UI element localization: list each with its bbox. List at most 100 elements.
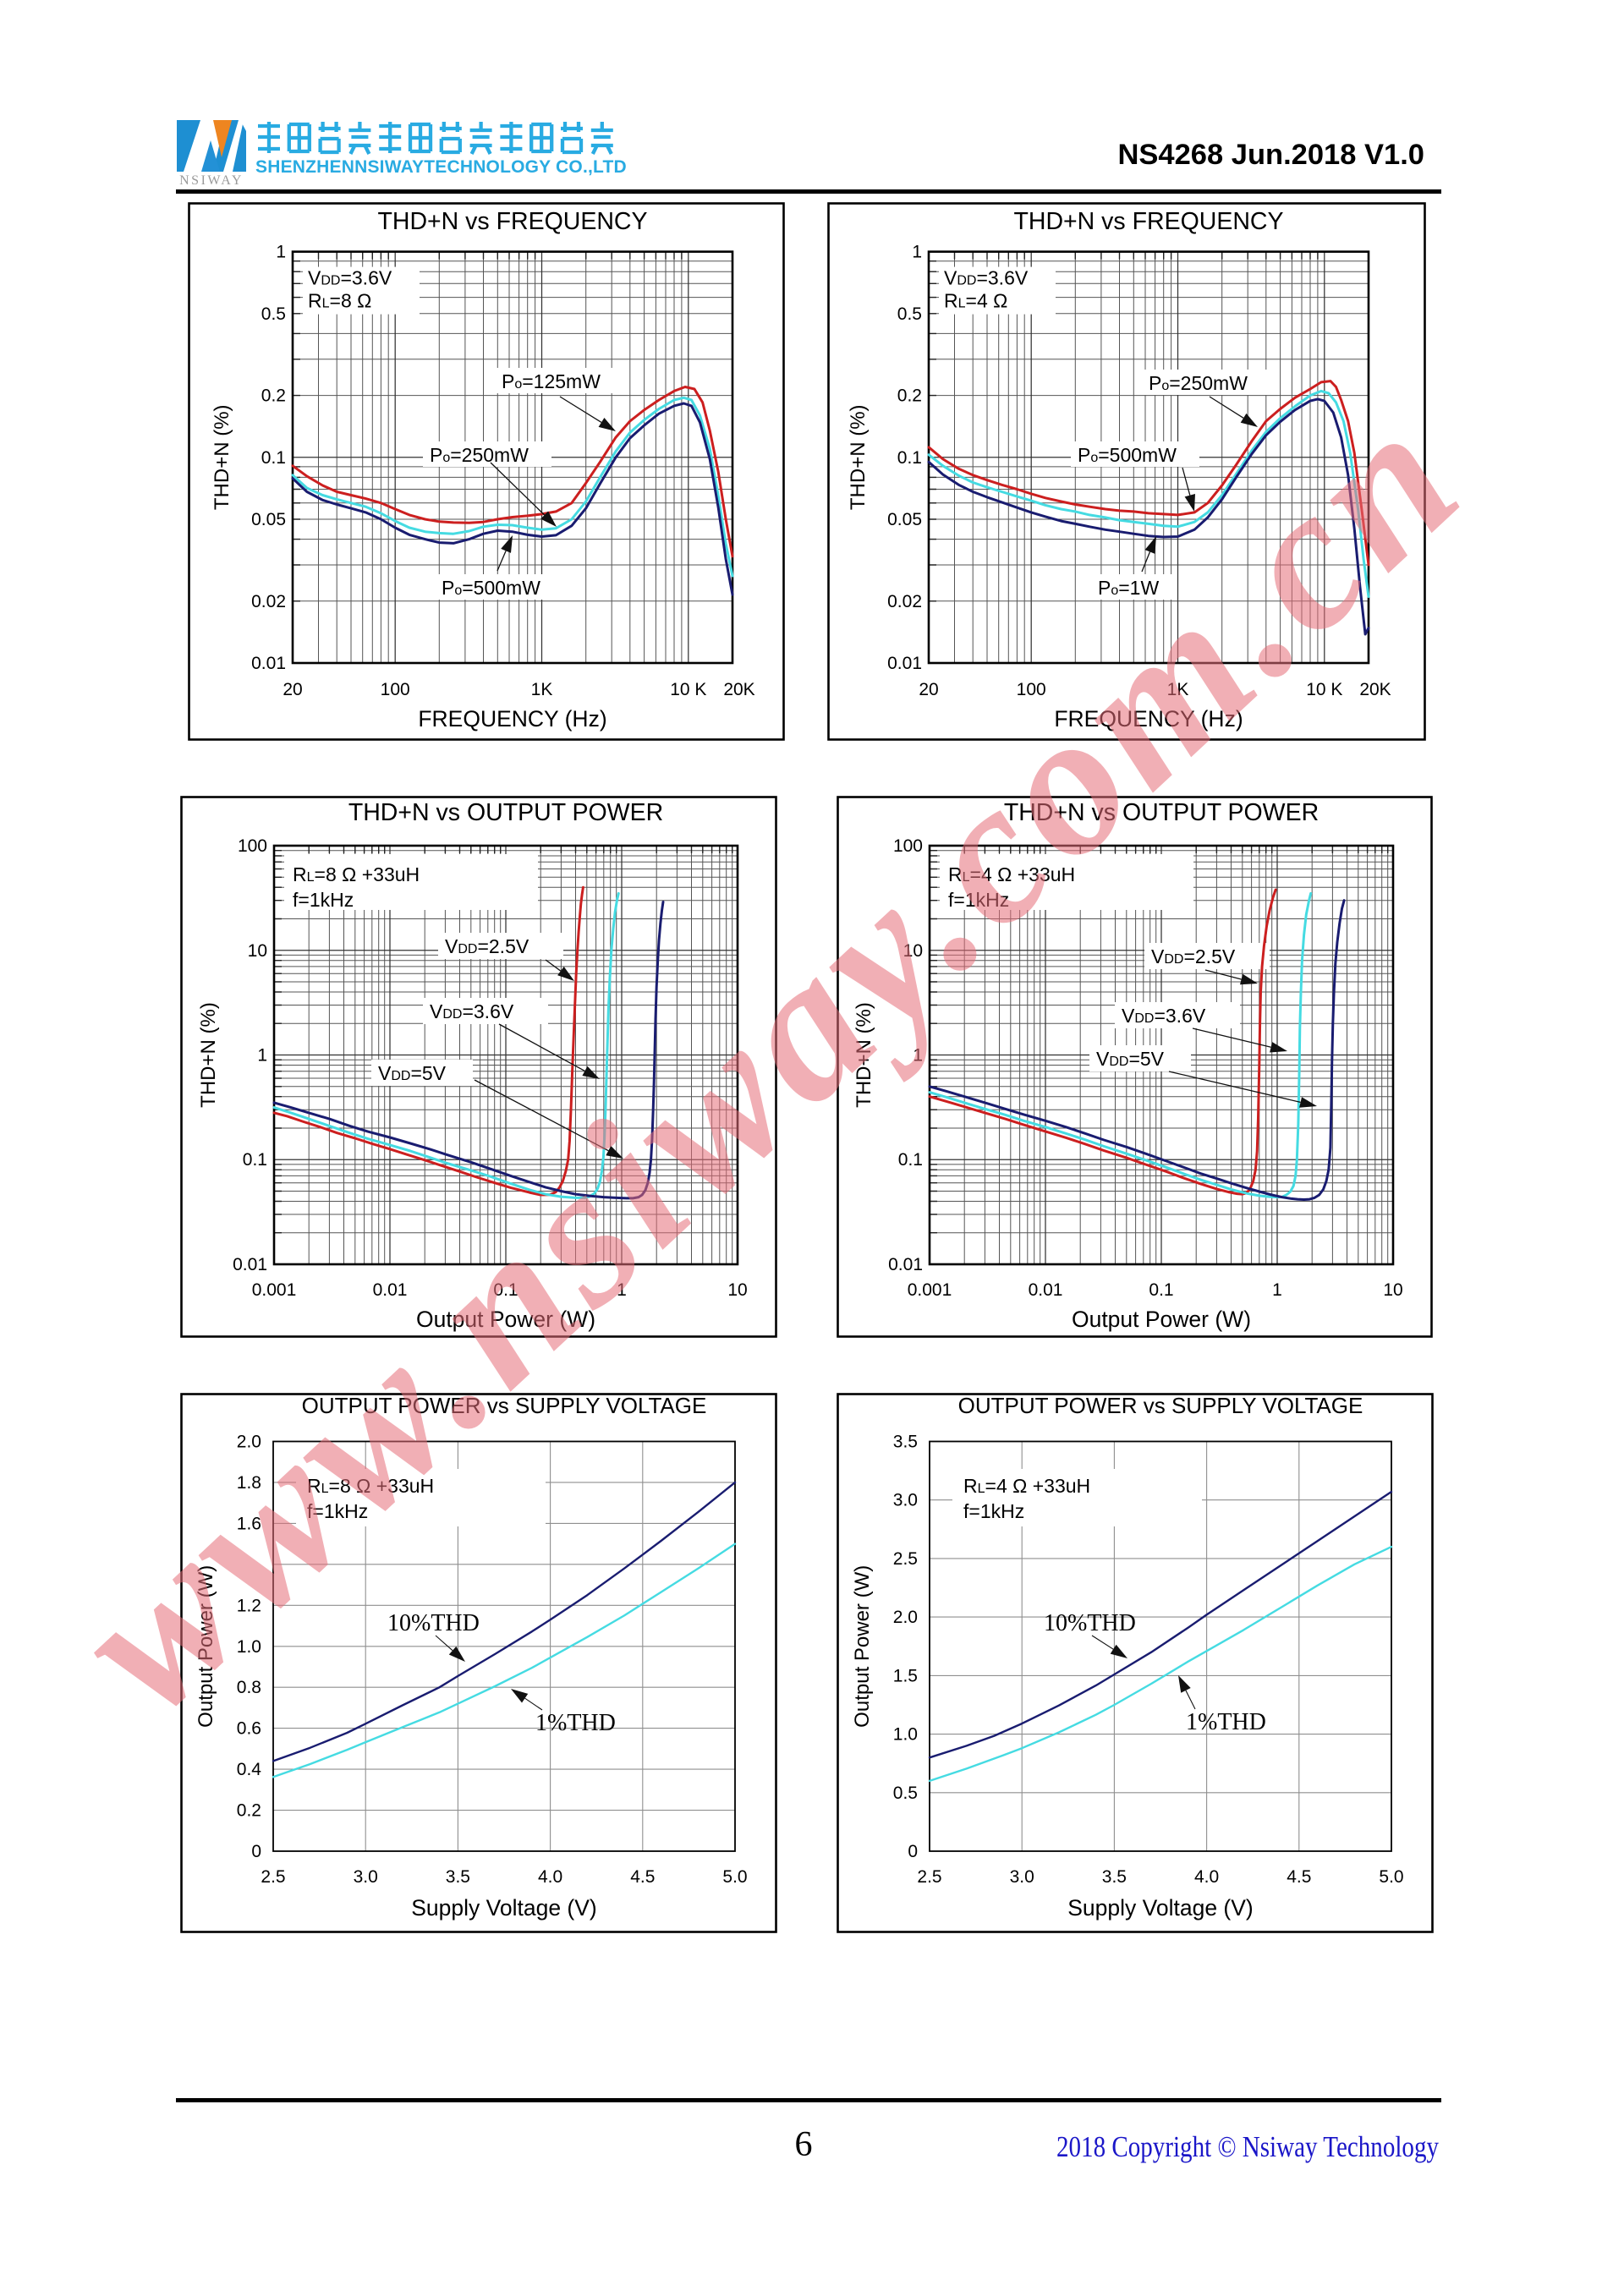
svg-text:1%THD: 1%THD: [1186, 1709, 1266, 1735]
svg-text:100: 100: [381, 680, 410, 699]
svg-text:THD+N (%): THD+N (%): [211, 404, 233, 510]
svg-text:0.02: 0.02: [887, 592, 922, 611]
svg-text:0.8: 0.8: [237, 1678, 261, 1697]
svg-text:THD+N (%): THD+N (%): [847, 404, 870, 510]
svg-text:0.1: 0.1: [898, 1150, 923, 1170]
svg-text:20: 20: [919, 680, 938, 699]
svg-text:1.2: 1.2: [237, 1596, 261, 1615]
svg-text:100: 100: [1017, 680, 1046, 699]
svg-text:0.01: 0.01: [888, 1255, 923, 1274]
svg-text:0.001: 0.001: [252, 1280, 297, 1300]
svg-text:THD+N vs OUTPUT POWER: THD+N vs OUTPUT POWER: [348, 799, 663, 826]
svg-text:THD+N vs FREQUENCY: THD+N vs FREQUENCY: [1013, 208, 1283, 235]
svg-text:f=1kHz: f=1kHz: [963, 1500, 1024, 1522]
svg-text:0.01: 0.01: [1029, 1280, 1063, 1300]
svg-text:0.01: 0.01: [233, 1255, 267, 1274]
svg-text:3.5: 3.5: [1102, 1867, 1127, 1887]
svg-text:f=1kHz: f=1kHz: [307, 1500, 368, 1522]
svg-text:0.5: 0.5: [261, 304, 286, 324]
svg-text:10: 10: [248, 941, 267, 961]
svg-text:THD+N vs OUTPUT POWER: THD+N vs OUTPUT POWER: [1004, 799, 1319, 826]
svg-text:0.2: 0.2: [261, 386, 286, 406]
svg-text:0.1: 0.1: [261, 448, 286, 468]
svg-text:1.5: 1.5: [893, 1666, 918, 1685]
svg-text:0.2: 0.2: [897, 386, 922, 406]
svg-text:VDD=5V: VDD=5V: [378, 1062, 447, 1084]
svg-text:1.8: 1.8: [237, 1473, 261, 1493]
svg-text:THD+N vs FREQUENCY: THD+N vs FREQUENCY: [377, 208, 647, 235]
svg-text:0.01: 0.01: [373, 1280, 408, 1300]
svg-text:0: 0: [251, 1842, 261, 1861]
svg-text:THD+N (%): THD+N (%): [197, 1002, 220, 1108]
svg-text:2.0: 2.0: [893, 1608, 918, 1627]
svg-text:VDD=5V: VDD=5V: [1096, 1048, 1165, 1070]
svg-text:VDD=3.6V: VDD=3.6V: [1122, 1005, 1206, 1027]
svg-text:1%THD: 1%THD: [535, 1710, 616, 1736]
svg-text:Supply Voltage (V): Supply Voltage (V): [411, 1895, 597, 1921]
svg-text:10%THD: 10%THD: [387, 1610, 480, 1636]
svg-text:RL=8 Ω +33uH: RL=8 Ω +33uH: [307, 1475, 434, 1497]
svg-text:0.5: 0.5: [897, 304, 922, 324]
svg-text:0.05: 0.05: [887, 510, 922, 529]
svg-text:0.01: 0.01: [251, 654, 286, 673]
svg-text:100: 100: [238, 836, 267, 856]
svg-text:1.0: 1.0: [893, 1725, 918, 1745]
svg-text:0.02: 0.02: [251, 592, 286, 611]
svg-text:100: 100: [893, 836, 923, 856]
svg-text:3.5: 3.5: [893, 1433, 918, 1452]
svg-text:Supply Voltage (V): Supply Voltage (V): [1067, 1895, 1254, 1921]
svg-text:4.5: 4.5: [1287, 1867, 1311, 1887]
svg-text:2.5: 2.5: [261, 1867, 285, 1887]
svg-text:10: 10: [727, 1280, 747, 1300]
svg-text:THD+N (%): THD+N (%): [853, 1002, 875, 1108]
svg-text:0.1: 0.1: [897, 448, 922, 468]
svg-text:f=1kHz: f=1kHz: [293, 889, 354, 911]
svg-text:VDD=3.6V: VDD=3.6V: [430, 1000, 514, 1022]
svg-text:1: 1: [257, 1046, 267, 1066]
svg-text:3.0: 3.0: [1010, 1867, 1034, 1887]
svg-text:OUTPUT POWER vs SUPPLY VOLTAGE: OUTPUT POWER vs SUPPLY VOLTAGE: [302, 1393, 707, 1418]
svg-text:VDD=3.6V: VDD=3.6V: [308, 267, 392, 289]
svg-text:0.1: 0.1: [243, 1150, 267, 1170]
svg-text:RL=8 Ω: RL=8 Ω: [308, 290, 371, 312]
svg-text:Output Power (W): Output Power (W): [851, 1565, 874, 1728]
svg-text:5.0: 5.0: [1379, 1867, 1403, 1887]
svg-text:0.2: 0.2: [237, 1801, 261, 1821]
svg-text:3.0: 3.0: [893, 1491, 918, 1510]
svg-text:RL=8 Ω +33uH: RL=8 Ω +33uH: [293, 863, 420, 885]
svg-text:4.0: 4.0: [538, 1867, 562, 1887]
svg-text:4.5: 4.5: [630, 1867, 655, 1887]
svg-text:1: 1: [912, 243, 922, 262]
svg-text:VDD=2.5V: VDD=2.5V: [1151, 945, 1236, 967]
svg-text:RL=4 Ω +33uH: RL=4 Ω +33uH: [963, 1475, 1090, 1497]
svg-text:Output Power (W): Output Power (W): [1072, 1307, 1251, 1332]
svg-text:0.4: 0.4: [237, 1760, 262, 1779]
svg-text:10%THD: 10%THD: [1044, 1610, 1136, 1636]
svg-text:1.0: 1.0: [237, 1637, 261, 1657]
svg-text:2.0: 2.0: [237, 1433, 261, 1452]
svg-text:FREQUENCY (Hz): FREQUENCY (Hz): [418, 706, 606, 732]
svg-text:3.5: 3.5: [446, 1867, 470, 1887]
svg-text:0.01: 0.01: [887, 654, 922, 673]
svg-text:0.5: 0.5: [893, 1784, 918, 1803]
svg-text:0.1: 0.1: [1149, 1280, 1173, 1300]
svg-text:VDD=2.5V: VDD=2.5V: [445, 935, 529, 957]
svg-text:OUTPUT POWER vs SUPPLY VOLTAGE: OUTPUT POWER vs SUPPLY VOLTAGE: [958, 1393, 1363, 1418]
svg-text:Output Power (W): Output Power (W): [195, 1565, 217, 1728]
svg-text:2.5: 2.5: [893, 1549, 918, 1569]
svg-text:f=1kHz: f=1kHz: [948, 889, 1009, 911]
svg-text:Po=1W: Po=1W: [1098, 577, 1159, 599]
svg-text:0.05: 0.05: [251, 510, 286, 529]
svg-text:0.6: 0.6: [237, 1719, 261, 1739]
svg-text:1: 1: [276, 243, 286, 262]
svg-text:10 K: 10 K: [670, 680, 706, 699]
svg-text:1: 1: [617, 1280, 627, 1300]
svg-text:0.1: 0.1: [493, 1280, 518, 1300]
svg-text:10: 10: [903, 941, 923, 961]
svg-text:10 K: 10 K: [1306, 680, 1342, 699]
svg-text:20K: 20K: [723, 680, 754, 699]
svg-text:VDD=3.6V: VDD=3.6V: [944, 267, 1029, 289]
svg-text:RL=4 Ω +33uH: RL=4 Ω +33uH: [948, 863, 1075, 885]
svg-text:3.0: 3.0: [354, 1867, 378, 1887]
svg-text:0: 0: [908, 1842, 918, 1861]
